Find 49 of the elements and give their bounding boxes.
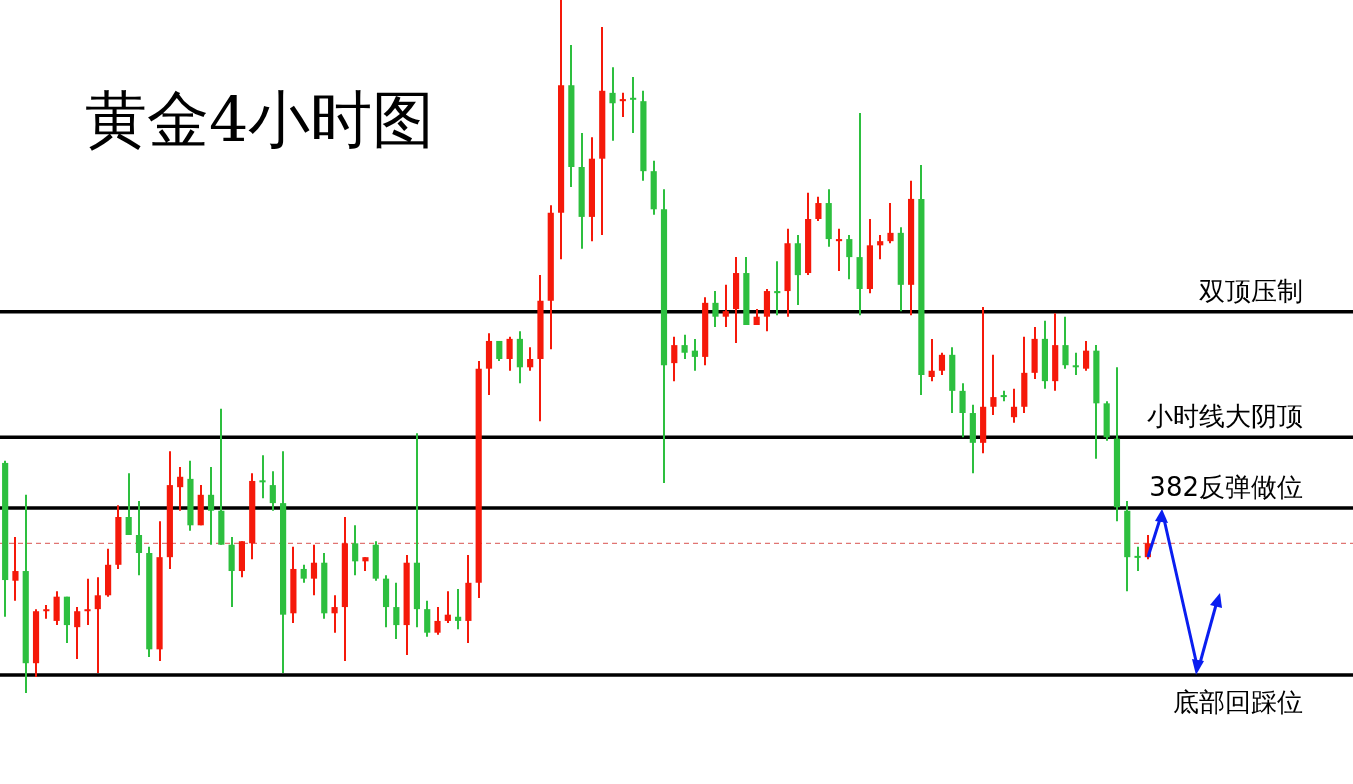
candlestick — [444, 590, 451, 625]
candlestick — [938, 351, 946, 376]
candlestick — [269, 470, 276, 512]
candlestick — [619, 91, 626, 119]
ref-line-label: 小时线大阴顶 — [1147, 400, 1303, 434]
candlestick — [94, 576, 101, 674]
candlestick — [74, 606, 81, 661]
candlestick — [1010, 387, 1018, 424]
candlestick — [990, 353, 997, 417]
candlestick — [609, 66, 616, 142]
candlestick — [207, 466, 215, 546]
candlestick — [12, 536, 19, 602]
candlestick — [671, 335, 678, 383]
candlestick — [310, 543, 318, 597]
candlestick — [393, 581, 400, 640]
candlestick — [630, 75, 637, 135]
candlestick — [177, 466, 184, 512]
candlestick — [1083, 339, 1090, 372]
candlestick — [815, 195, 822, 223]
candlestick — [1072, 351, 1079, 376]
candlestick — [846, 233, 853, 281]
text: 黄金4小时图 — [85, 82, 435, 158]
candlestick — [887, 202, 894, 245]
candlestick — [722, 283, 729, 329]
candlestick — [331, 594, 338, 634]
ref-line-label: 底部回踩位 — [1173, 685, 1303, 719]
candlestick — [691, 337, 698, 372]
candlestick — [712, 290, 719, 329]
candlestick — [959, 382, 966, 439]
candlestick — [434, 606, 441, 636]
candlestick — [835, 227, 843, 272]
ref-line-label: 双顶压制 — [1199, 274, 1303, 308]
candlestick — [84, 577, 91, 627]
candlestick — [877, 233, 884, 261]
candlestick — [259, 454, 266, 500]
candlestick — [1134, 545, 1141, 573]
candlestick — [135, 500, 143, 577]
candlestick — [1062, 315, 1069, 370]
candlestick — [300, 563, 307, 584]
candlestick — [506, 335, 513, 372]
candlestick — [352, 524, 359, 577]
candlestick — [527, 346, 534, 372]
candlestick — [928, 337, 935, 383]
candlestick — [681, 333, 688, 360]
candlestick — [774, 260, 781, 317]
candlestick — [424, 599, 431, 638]
candlestick — [125, 472, 132, 536]
candlestick — [455, 588, 462, 631]
ref-line-label: 382反弹做位 — [1149, 470, 1303, 504]
